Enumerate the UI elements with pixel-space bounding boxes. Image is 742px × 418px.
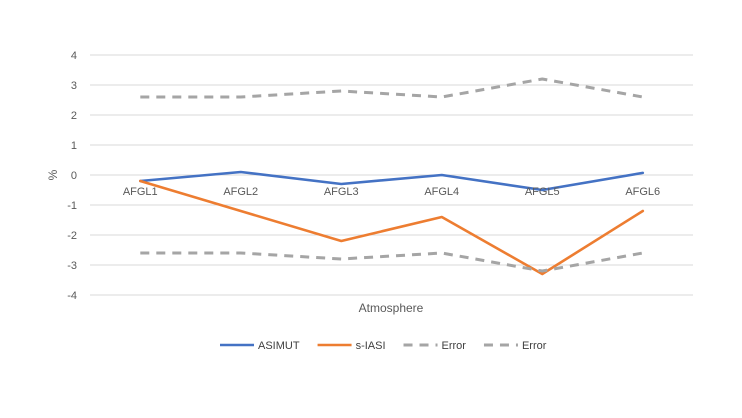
x-tick-label: AFGL1	[123, 186, 158, 198]
legend-label: ASIMUT	[258, 340, 300, 352]
gridlines	[90, 54, 693, 296]
y-tick-label: 3	[71, 80, 77, 92]
y-tick-label: 2	[71, 110, 77, 122]
x-axis-title: Atmosphere	[359, 301, 424, 315]
legend-label: Error	[442, 340, 467, 352]
x-tick-label: AFGL5	[525, 186, 560, 198]
y-tick-label: -1	[67, 200, 77, 212]
y-tick-label: -2	[67, 230, 77, 242]
x-axis-ticks: AFGL1 AFGL2 AFGL3 AFGL4 AFGL5 AFGL6	[123, 186, 660, 198]
series-line-3	[140, 251, 644, 273]
y-axis-title: %	[46, 169, 60, 180]
series-line-0	[139, 170, 645, 192]
series-lines	[139, 77, 645, 276]
series-line-2	[140, 77, 644, 99]
y-tick-label: -4	[67, 290, 77, 302]
y-tick-label: -3	[67, 260, 77, 272]
y-tick-label: 1	[71, 140, 77, 152]
x-tick-label: AFGL6	[625, 186, 660, 198]
series-line-1	[139, 179, 645, 276]
y-tick-label: 4	[71, 50, 77, 62]
legend-label: Error	[522, 340, 547, 352]
x-tick-label: AFGL4	[424, 186, 459, 198]
legend-label: s-IASI	[356, 340, 386, 352]
y-tick-label: 0	[71, 170, 77, 182]
x-tick-label: AFGL2	[223, 186, 258, 198]
x-tick-label: AFGL3	[324, 186, 359, 198]
y-axis-ticks: 4 3 2 1 0 -1 -2 -3 -4	[67, 50, 77, 302]
legend: ASIMUT s-IASI Error Error	[220, 340, 547, 352]
